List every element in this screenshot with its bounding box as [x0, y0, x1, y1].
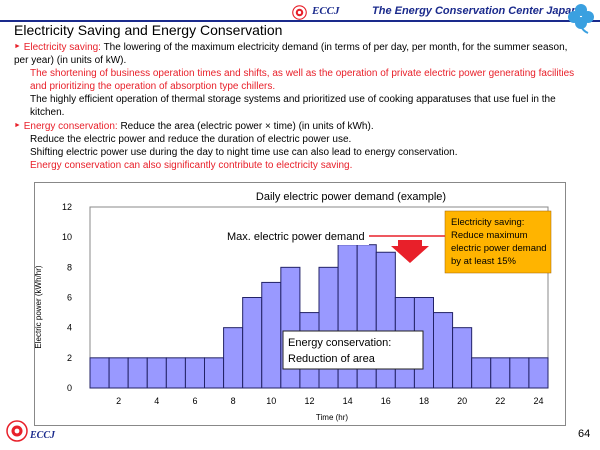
x-tick-label: 6: [192, 396, 197, 406]
bar-hour-1: [89, 357, 110, 389]
bar-hour-22: [490, 357, 511, 389]
page-number: 64: [578, 428, 591, 440]
x-tick-label: 10: [266, 396, 276, 406]
y-tick-label: 4: [67, 323, 72, 333]
bar-hour-24: [528, 357, 549, 389]
saving-label: Electricity saving:: [23, 42, 101, 53]
bar-hour-2: [108, 357, 129, 389]
x-tick-label: 18: [419, 396, 429, 406]
chart-title: Daily electric power demand (example): [256, 191, 446, 203]
callout-line-3: electric power demand: [451, 243, 547, 254]
power-demand-chart: Daily electric power demand (example) El…: [35, 191, 552, 422]
bar-hour-19: [433, 312, 454, 389]
bar-hour-13: [318, 266, 339, 389]
bar-hour-4: [146, 357, 167, 389]
cons-line-1: Reduce the electric power and reduce the…: [30, 134, 352, 145]
bar-hour-7: [204, 357, 225, 389]
bar-hour-8: [223, 327, 244, 389]
x-tick-label: 22: [495, 396, 505, 406]
x-tick-label: 20: [457, 396, 467, 406]
saving-callout: [444, 210, 552, 274]
bar-hour-9: [242, 297, 263, 389]
bullet-icon: ►: [14, 122, 21, 129]
x-tick-label: 16: [381, 396, 391, 406]
y-tick-label: 10: [62, 232, 72, 242]
saving-black-text: The highly efficient operation of therma…: [30, 94, 556, 118]
header-org-short: ECCJ: [312, 5, 340, 17]
bar-hour-21: [471, 357, 492, 389]
bar-hour-3: [127, 357, 148, 389]
x-tick-label: 4: [154, 396, 159, 406]
cons-line-2: Shifting electric power use during the d…: [30, 147, 458, 158]
page-title: Electricity Saving and Energy Conservati…: [14, 22, 283, 38]
saving-red-text: The shortening of business operation tim…: [30, 68, 575, 92]
max-demand-label-bg: [221, 227, 369, 245]
x-tick-label: 2: [116, 396, 121, 406]
header-org-name: The Energy Conservation Center Japan: [372, 5, 578, 17]
y-tick-label: 12: [62, 202, 72, 212]
bar-hour-6: [184, 357, 206, 389]
header-divider: [0, 20, 600, 22]
chart-panel: Daily electric power demand (example) El…: [34, 182, 566, 426]
conservation-line-1: Energy conservation:: [288, 337, 391, 349]
saving-text: The lowering of the maximum electricity …: [14, 42, 568, 66]
bar-hour-20: [452, 327, 473, 389]
bar-hour-5: [165, 357, 186, 389]
saving-paragraph: ► Electricity saving: The lowering of th…: [14, 40, 584, 67]
x-tick-label: 24: [533, 396, 543, 406]
x-tick-label: 8: [231, 396, 236, 406]
bullet-icon: ►: [14, 43, 21, 50]
max-demand-label: Max. electric power demand: [227, 231, 365, 243]
footer-org-short: ECCJ: [30, 430, 56, 441]
conservation-paragraph: ► Energy conservation: Reduce the area (…: [14, 119, 584, 133]
clover-icon: [568, 4, 594, 34]
callout-line-2: Reduce maximum: [451, 230, 528, 241]
eccj-logo-icon: [292, 5, 307, 20]
y-tick-label: 6: [67, 293, 72, 303]
footer-logo-icon: [6, 420, 28, 442]
conservation-line-2: Reduction of area: [288, 353, 376, 365]
y-tick-label: 8: [67, 262, 72, 272]
callout-line-4: by at least 15%: [451, 256, 517, 267]
y-axis-label: Electric power (kWh/hr): [35, 265, 43, 348]
x-tick-label: 14: [343, 396, 353, 406]
conservation-box: [282, 330, 424, 370]
callout-line-1: Electricity saving:: [451, 217, 524, 228]
y-tick-label: 0: [67, 383, 72, 393]
bar-hour-23: [509, 357, 530, 389]
body-text: ► Electricity saving: The lowering of th…: [14, 40, 584, 172]
bar-hour-11: [280, 266, 301, 389]
x-tick-label: 12: [304, 396, 314, 406]
x-axis-label: Time (hr): [316, 413, 348, 422]
cons-red-text: Energy conservation can also significant…: [30, 160, 353, 171]
bar-hour-10: [261, 281, 282, 389]
reduction-arrow-icon: [391, 240, 429, 263]
conservation-text: Reduce the area (electric power × time) …: [117, 121, 374, 132]
conservation-label: Energy conservation:: [23, 121, 118, 132]
y-tick-label: 2: [67, 353, 72, 363]
